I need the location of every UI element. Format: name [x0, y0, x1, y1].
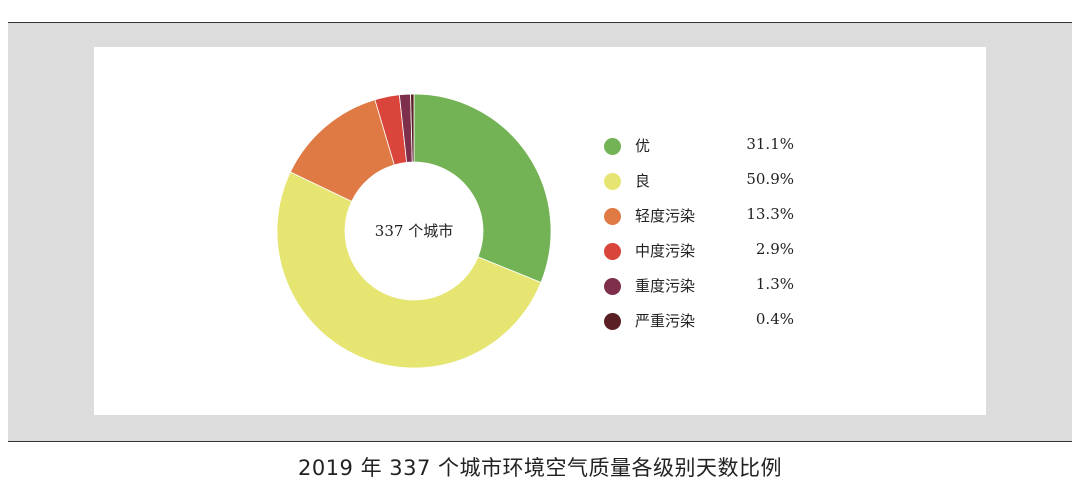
legend-value: 2.9% — [755, 240, 794, 258]
legend-swatch — [604, 138, 621, 155]
donut-slices — [276, 93, 552, 369]
legend-item: 轻度污染 13.3% — [604, 201, 804, 236]
legend-item: 重度污染 1.3% — [604, 271, 804, 306]
legend-label: 优 — [635, 137, 651, 155]
legend-swatch — [604, 278, 621, 295]
chart-panel: 337 个城市 优 31.1% 良 50.9% 轻度污染 13.3% 中度污染 2.9% 重度污… — [94, 47, 986, 415]
legend-label: 中度污染 — [635, 242, 696, 260]
donut-center-label: 337 个城市 — [375, 222, 453, 240]
legend-label: 良 — [635, 172, 651, 190]
legend-swatch — [604, 173, 621, 190]
figure-caption: 2019 年 337 个城市环境空气质量各级别天数比例 — [297, 456, 783, 480]
legend-swatch — [604, 243, 621, 260]
legend-value: 31.1% — [746, 135, 794, 153]
legend-label: 严重污染 — [635, 312, 696, 330]
legend-label: 重度污染 — [635, 277, 696, 295]
legend-item: 良 50.9% — [604, 166, 804, 201]
legend-label: 轻度污染 — [635, 207, 696, 225]
legend-value: 0.4% — [755, 310, 794, 328]
donut-slice — [410, 93, 415, 163]
donut-chart: 337 个城市 — [276, 93, 552, 369]
legend-item: 中度污染 2.9% — [604, 236, 804, 271]
donut-slice — [276, 171, 542, 369]
chart-legend: 优 31.1% 良 50.9% 轻度污染 13.3% 中度污染 2.9% 重度污染 1.3% 严重污… — [604, 131, 804, 341]
donut-slice — [413, 93, 552, 284]
legend-swatch — [604, 208, 621, 225]
legend-item: 严重污染 0.4% — [604, 306, 804, 341]
legend-item: 优 31.1% — [604, 131, 804, 166]
legend-value: 50.9% — [746, 170, 794, 188]
legend-value: 13.3% — [746, 205, 794, 223]
legend-value: 1.3% — [755, 275, 794, 293]
legend-swatch — [604, 313, 621, 330]
